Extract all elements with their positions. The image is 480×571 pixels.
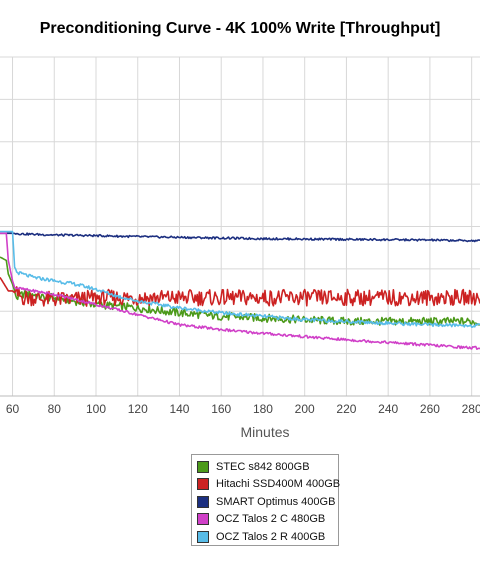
- legend-swatch: [197, 460, 209, 473]
- x-tick-label: 280: [462, 402, 480, 416]
- legend-item[interactable]: STEC s842 800GB: [197, 458, 338, 476]
- legend-swatch: [197, 513, 209, 526]
- grid-lines: [0, 56, 480, 397]
- legend-item[interactable]: OCZ Talos 2 C 480GB: [197, 511, 338, 529]
- legend-item[interactable]: OCZ Talos 2 R 400GB: [197, 528, 338, 546]
- x-tick-label: 220: [336, 402, 356, 416]
- x-tick-label: 60: [6, 402, 20, 416]
- series-lines: [0, 230, 480, 351]
- legend-label: SMART Optimus 400GB: [216, 495, 336, 508]
- x-tick-label: 200: [295, 402, 315, 416]
- x-tick-label: 180: [253, 402, 273, 416]
- legend-label: OCZ Talos 2 R 400GB: [216, 530, 326, 543]
- legend-swatch: [197, 495, 209, 508]
- legend-item[interactable]: Hitachi SSD400M 400GB: [197, 476, 341, 494]
- legend-label: OCZ Talos 2 C 480GB: [216, 513, 326, 526]
- series-line-3: [0, 232, 480, 243]
- legend-label: Hitachi SSD400M 400GB: [216, 478, 341, 491]
- legend-label: STEC s842 800GB: [216, 460, 310, 473]
- series-line-5: [0, 230, 480, 328]
- x-tick-label: 140: [169, 402, 189, 416]
- legend: STEC s842 800GB Hitachi SSD400M 400GB SMAR…: [191, 454, 341, 546]
- x-tick-labels: 60 80 100 120 140 160 180 200 220 240 260 280: [6, 402, 480, 416]
- x-tick-label: 100: [86, 402, 106, 416]
- chart-title: Preconditioning Curve - 4K 100% Write [T…: [39, 20, 441, 37]
- legend-swatch: [197, 478, 209, 491]
- x-tick-label: 160: [211, 402, 231, 416]
- legend-item[interactable]: SMART Optimus 400GB: [197, 493, 338, 511]
- series-line-4: [0, 232, 480, 351]
- legend-swatch: [197, 530, 209, 543]
- x-tick-label: 80: [48, 402, 62, 416]
- x-axis-title: Minutes: [240, 424, 289, 440]
- x-tick-label: 260: [420, 402, 440, 416]
- x-tick-label: 120: [128, 402, 148, 416]
- x-tick-label: 240: [378, 402, 398, 416]
